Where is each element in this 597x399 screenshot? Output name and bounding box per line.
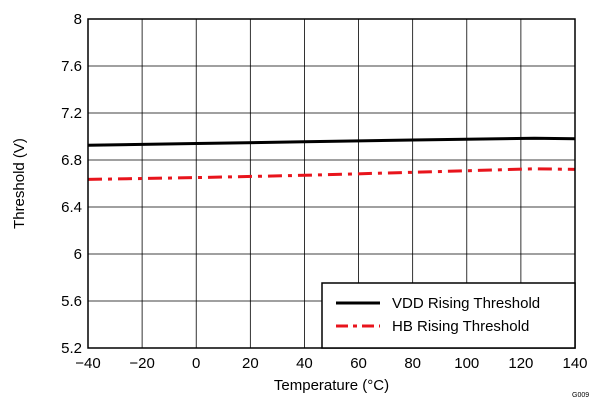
series-line-1: [87, 167, 576, 181]
x-tick-labels: −40 −20 0 20 40 60 80 100 120 140: [75, 355, 587, 372]
x-tick-label-4: 40: [296, 355, 313, 372]
y-tick-label-3: 6.4: [61, 199, 82, 216]
y-tick-labels: 5.2 5.6 6 6.4 6.8 7.2 7.6 8: [61, 11, 82, 357]
y-tick-label-1: 5.6: [61, 293, 82, 310]
y-tick-label-0: 5.2: [61, 340, 82, 357]
x-tick-label-0: −40: [75, 355, 100, 372]
x-tick-label-8: 120: [508, 355, 533, 372]
y-tick-label-6: 7.6: [61, 58, 82, 75]
figure-code: G009: [572, 392, 589, 399]
y-tick-label-4: 6.8: [61, 152, 82, 169]
legend-label-0: VDD Rising Threshold: [392, 295, 540, 312]
legend-box: [321, 282, 576, 349]
y-tick-label-5: 7.2: [61, 105, 82, 122]
x-tick-label-1: −20: [129, 355, 154, 372]
legend: VDD Rising Threshold HB Rising Threshold: [321, 282, 576, 349]
x-tick-label-3: 20: [242, 355, 259, 372]
x-tick-label-7: 100: [454, 355, 479, 372]
x-tick-label-2: 0: [192, 355, 200, 372]
legend-label-1: HB Rising Threshold: [392, 318, 529, 335]
x-tick-label-9: 140: [562, 355, 587, 372]
y-tick-label-2: 6: [74, 246, 82, 263]
x-tick-label-5: 60: [350, 355, 367, 372]
series-line-0: [87, 136, 576, 147]
y-axis-title: Threshold (V): [11, 138, 28, 229]
series-lines: [87, 136, 576, 181]
x-axis-title: Temperature (°C): [274, 377, 389, 394]
x-tick-label-6: 80: [404, 355, 421, 372]
y-tick-label-7: 8: [74, 11, 82, 28]
